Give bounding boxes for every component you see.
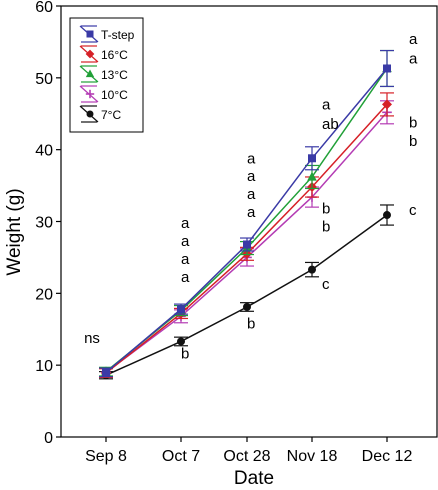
series-T-step	[99, 49, 394, 378]
significance-label: c	[409, 202, 417, 219]
data-point	[383, 64, 391, 73]
series-7°C	[99, 204, 394, 380]
legend-marker	[85, 89, 95, 99]
data-point	[383, 211, 391, 220]
legend-label: 16°C	[101, 48, 128, 62]
significance-label: a	[247, 204, 256, 221]
legend-label: 7°C	[101, 108, 121, 122]
significance-label: a	[409, 31, 418, 48]
x-axis-label: Date	[234, 468, 274, 489]
series-layer	[99, 49, 394, 380]
significance-label: b	[409, 133, 417, 150]
significance-label: b	[409, 114, 417, 131]
y-tick-label: 20	[35, 286, 53, 303]
significance-label: a	[322, 96, 331, 113]
legend-item: 16°C	[79, 45, 128, 63]
y-tick-label: 40	[35, 143, 53, 160]
significance-label: a	[409, 50, 418, 67]
data-point	[307, 171, 317, 181]
significance-label: a	[181, 233, 190, 250]
significance-label: a	[247, 150, 256, 167]
significance-label: ns	[84, 330, 100, 347]
y-tick-label: 0	[44, 430, 53, 447]
data-point	[243, 240, 251, 249]
data-point	[102, 368, 110, 377]
legend-item: 7°C	[79, 105, 121, 123]
data-point	[177, 305, 185, 314]
legend-item: 13°C	[79, 65, 128, 83]
data-point	[177, 337, 185, 346]
x-tick-label: Oct 7	[162, 448, 200, 465]
significance-label: b	[247, 316, 255, 333]
data-point	[308, 265, 316, 274]
significance-label: a	[181, 251, 190, 268]
significance-label: c	[322, 276, 330, 293]
x-tick-label: Dec 12	[362, 448, 413, 465]
y-tick-label: 10	[35, 358, 53, 375]
x-tick-label: Sep 8	[85, 448, 127, 465]
x-tick-label: Oct 28	[223, 448, 270, 465]
significance-label: b	[322, 219, 330, 236]
y-tick-label: 30	[35, 215, 53, 232]
legend-item: T-step	[79, 25, 135, 43]
legend-marker	[85, 49, 95, 59]
legend-label: 13°C	[101, 68, 128, 82]
legend-label: 10°C	[101, 88, 128, 102]
data-point	[382, 99, 392, 110]
axes: 0 10 20 30 40 50 60 Sep 8 Oct 7 Oct 28 Nov 18 Dec 1…	[35, 0, 438, 465]
y-axis-label: Weight (g)	[4, 188, 25, 275]
significance-label: ab	[322, 116, 339, 133]
legend-marker	[86, 110, 94, 118]
y-tick-label: 60	[35, 0, 53, 16]
legend: T-step 16°C 13°C 10°C 7°C	[69, 17, 144, 133]
y-tick-label: 50	[35, 71, 53, 88]
significance-label: b	[181, 346, 189, 363]
legend-item: 10°C	[79, 85, 128, 103]
legend-marker	[85, 69, 95, 78]
data-point	[243, 302, 251, 311]
series-16°C	[99, 92, 394, 379]
legend-box	[69, 17, 144, 133]
significance-label: a	[181, 269, 190, 286]
significance-label: a	[247, 168, 256, 185]
legend-label: T-step	[101, 28, 135, 42]
significance-label: a	[181, 215, 190, 232]
significance-label: a	[247, 186, 256, 203]
x-tick-label: Nov 18	[287, 448, 338, 465]
significance-label: b	[322, 201, 330, 218]
legend-marker	[86, 30, 94, 38]
data-point	[308, 154, 316, 163]
